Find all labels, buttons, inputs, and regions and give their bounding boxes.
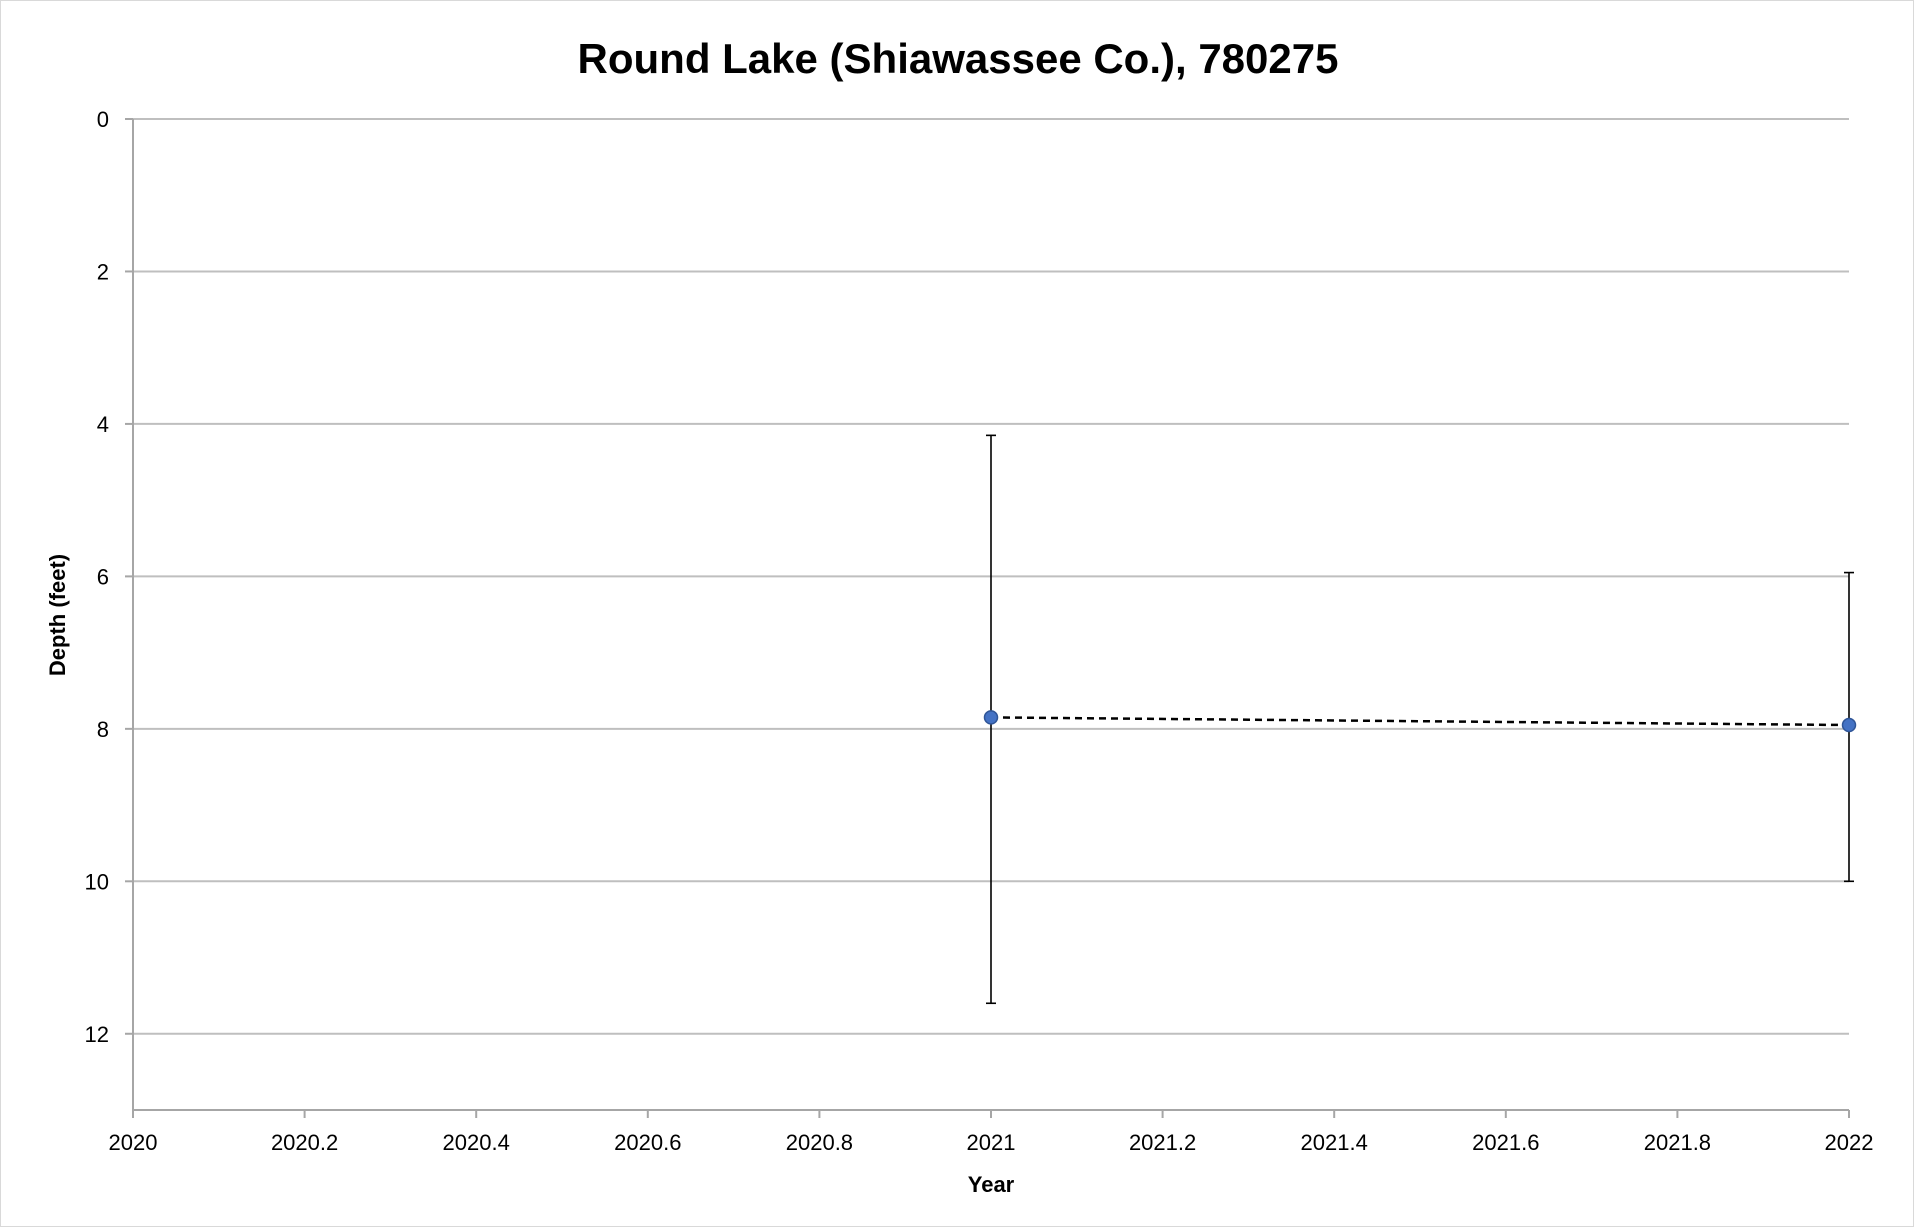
x-tick-label: 2021.4 — [1301, 1130, 1368, 1155]
x-tick-label: 2020.6 — [614, 1130, 681, 1155]
series-line — [990, 716, 1850, 727]
y-tick-label: 0 — [97, 107, 109, 132]
tick-labels: 0 2 4 6 8 10 12 2020 2020.2 2020.4 2020.6 2020.8 202… — [85, 107, 1874, 1155]
x-axis-title: Year — [968, 1172, 1015, 1197]
x-tick-label: 2021 — [967, 1130, 1016, 1155]
x-tick-label: 2022 — [1825, 1130, 1874, 1155]
x-tick-label: 2020.8 — [786, 1130, 853, 1155]
y-tick-label: 6 — [97, 564, 109, 589]
x-tick-label: 2020.2 — [271, 1130, 338, 1155]
y-tick-label: 4 — [97, 412, 109, 437]
x-tick-label: 2021.2 — [1129, 1130, 1196, 1155]
y-tick-label: 12 — [85, 1022, 109, 1047]
data-point — [1841, 717, 1857, 733]
y-tick-label: 10 — [85, 869, 109, 894]
data-point — [983, 710, 999, 725]
x-tick-label: 2020 — [109, 1130, 158, 1155]
y-tick-label: 8 — [97, 717, 109, 742]
axes — [125, 118, 1850, 1118]
x-tick-label: 2020.4 — [443, 1130, 510, 1155]
y-tick-label: 2 — [97, 259, 109, 284]
x-tick-label: 2021.6 — [1472, 1130, 1539, 1155]
x-tick-label: 2021.8 — [1644, 1130, 1711, 1155]
data-series — [983, 434, 1857, 1005]
y-axis-title: Depth (feet) — [45, 554, 70, 676]
chart-title: Round Lake (Shiawassee Co.), 780275 — [578, 35, 1339, 82]
